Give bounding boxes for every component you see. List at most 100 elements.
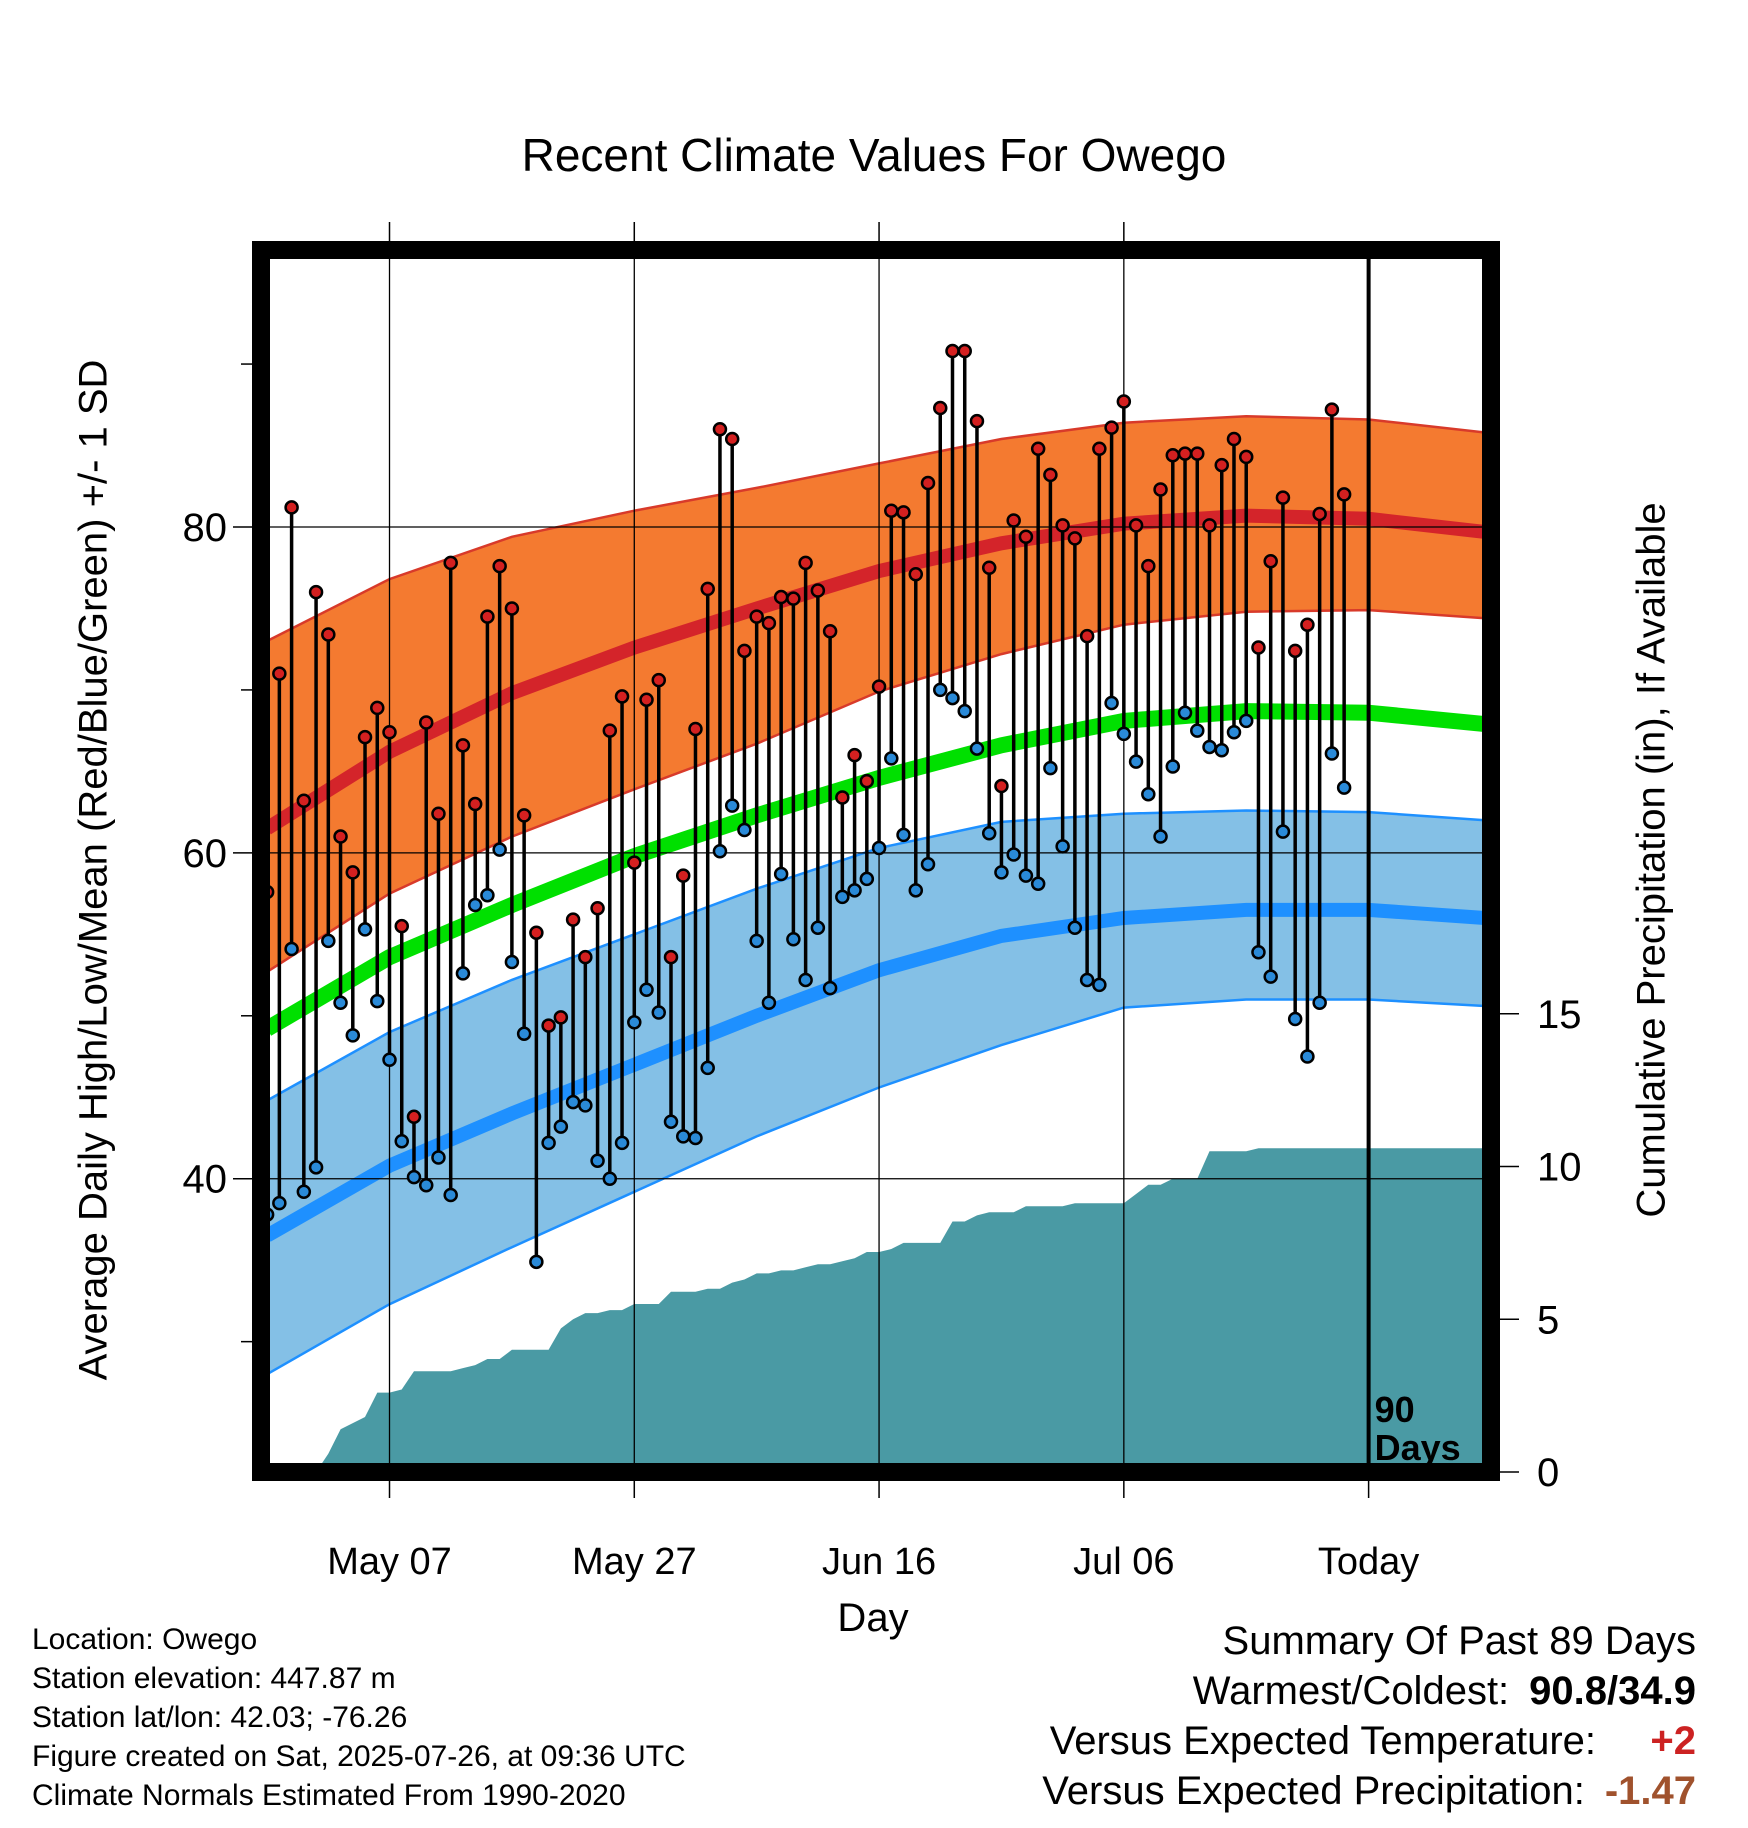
daily-low-point — [1190, 723, 1205, 738]
daily-low-point — [590, 1153, 605, 1169]
daily-low-point — [761, 995, 777, 1011]
daily-low-point — [1104, 695, 1119, 711]
x-tick-label: May 27 — [572, 1541, 697, 1583]
daily-high-point — [345, 865, 361, 880]
daily-high-point — [394, 918, 409, 934]
daily-low-point — [1275, 824, 1291, 839]
x-tick-label: Jun 16 — [822, 1541, 936, 1583]
low-sd-band — [267, 810, 1485, 1375]
daily-high-point — [884, 503, 899, 518]
daily-low-point — [1300, 1049, 1315, 1064]
info-normals: Climate Normals Estimated From 1990-2020 — [32, 1779, 626, 1812]
daily-low-point — [835, 889, 850, 905]
daily-low-point — [639, 982, 654, 997]
daily-high-point — [627, 855, 642, 870]
daily-high-point — [370, 700, 385, 716]
daily-low-point — [786, 931, 801, 947]
daily-low-point — [933, 682, 948, 698]
info-created: Figure created on Sat, 2025-07-26, at 09… — [32, 1740, 686, 1773]
y-tick-label: 80 — [183, 506, 228, 550]
daily-high-point — [786, 591, 801, 606]
daily-low-point — [981, 826, 997, 841]
daily-low-point — [406, 1169, 422, 1185]
chart-title: Recent Climate Values For Owego — [521, 129, 1227, 181]
daily-low-point — [920, 857, 936, 872]
daily-high-point — [871, 679, 887, 694]
daily-low-point — [822, 980, 838, 996]
warm-cold-value: 90.8/34.9 — [1529, 1669, 1696, 1713]
precip-label: Versus Expected Precipitation: — [1042, 1769, 1585, 1813]
daily-low-point — [798, 972, 813, 988]
daily-low-point — [1251, 944, 1266, 960]
daily-low-point — [847, 883, 862, 898]
daily-low-point — [284, 941, 299, 957]
daily-high-point — [1030, 441, 1046, 457]
daily-high-point — [1251, 640, 1266, 655]
y2-tick-label: 5 — [1537, 1298, 1559, 1342]
daily-low-point — [1116, 726, 1132, 742]
x-tick-label: Today — [1318, 1541, 1419, 1583]
daily-low-point — [700, 1060, 715, 1076]
daily-low-point — [1202, 739, 1217, 755]
daily-high-point — [272, 666, 287, 681]
daily-high-point — [810, 583, 826, 598]
daily-low-point — [443, 1187, 458, 1203]
daily-high-point — [455, 738, 471, 753]
daily-high-point — [896, 505, 911, 520]
cumulative-precipitation-area — [267, 1148, 1485, 1472]
daily-high-point — [859, 773, 875, 789]
daily-low-point — [859, 871, 875, 887]
daily-high-point — [1079, 628, 1095, 644]
daily-high-point — [1263, 553, 1278, 569]
today-days-label-number: 90 — [1375, 1389, 1415, 1430]
y2-tick-label: 0 — [1537, 1451, 1559, 1495]
precipitation-area — [267, 1148, 1485, 1472]
daily-high-point — [1287, 643, 1303, 659]
daily-low-point — [345, 1028, 361, 1043]
daily-low-point — [578, 1098, 593, 1113]
daily-high-point — [1312, 506, 1327, 522]
daily-low-point — [1287, 1011, 1303, 1027]
daily-low-point — [1128, 754, 1144, 769]
daily-high-point — [431, 806, 446, 821]
daily-high-point — [443, 555, 458, 571]
daily-low-point — [712, 843, 728, 859]
daily-high-point — [284, 500, 299, 515]
daily-high-point — [308, 584, 324, 600]
daily-high-point — [761, 615, 777, 631]
daily-high-point — [933, 400, 948, 416]
daily-low-point — [394, 1133, 409, 1149]
daily-low-point — [810, 920, 826, 936]
daily-high-point — [296, 793, 312, 808]
daily-high-point — [773, 589, 789, 605]
daily-high-point — [798, 555, 813, 571]
daily-low-point — [431, 1150, 446, 1165]
daily-high-point — [492, 558, 507, 574]
daily-low-point — [627, 1015, 642, 1030]
daily-high-point — [1238, 449, 1254, 465]
y-tick-label: 60 — [183, 832, 228, 876]
daily-low-point — [1092, 977, 1107, 993]
daily-high-point — [590, 901, 605, 916]
daily-stems — [265, 351, 1346, 1262]
y2-tick-label: 10 — [1537, 1146, 1582, 1190]
plot-frame — [252, 241, 1500, 1481]
daily-low-point — [1165, 759, 1181, 774]
daily-high-point — [847, 747, 862, 763]
daily-low-point — [1055, 839, 1070, 854]
summary-temp: Versus Expected Temperature: +2 — [1042, 1716, 1696, 1766]
y2-tick-label: 15 — [1537, 993, 1582, 1037]
daily-high-point — [578, 949, 593, 965]
station-info: Location: Owego Station elevation: 447.8… — [32, 1620, 686, 1815]
daily-low-point — [1226, 725, 1242, 740]
daily-high-point — [1128, 518, 1144, 533]
daily-low-point — [1153, 829, 1168, 844]
daily-high-point — [651, 672, 667, 688]
daily-high-point — [1018, 529, 1034, 545]
daily-low-point — [333, 995, 348, 1011]
daily-low-point — [1067, 920, 1083, 936]
daily-high-point — [553, 1010, 569, 1025]
high-sd-band — [267, 416, 1485, 972]
info-latlon: Station lat/lon: 42.03; -76.26 — [32, 1701, 408, 1734]
